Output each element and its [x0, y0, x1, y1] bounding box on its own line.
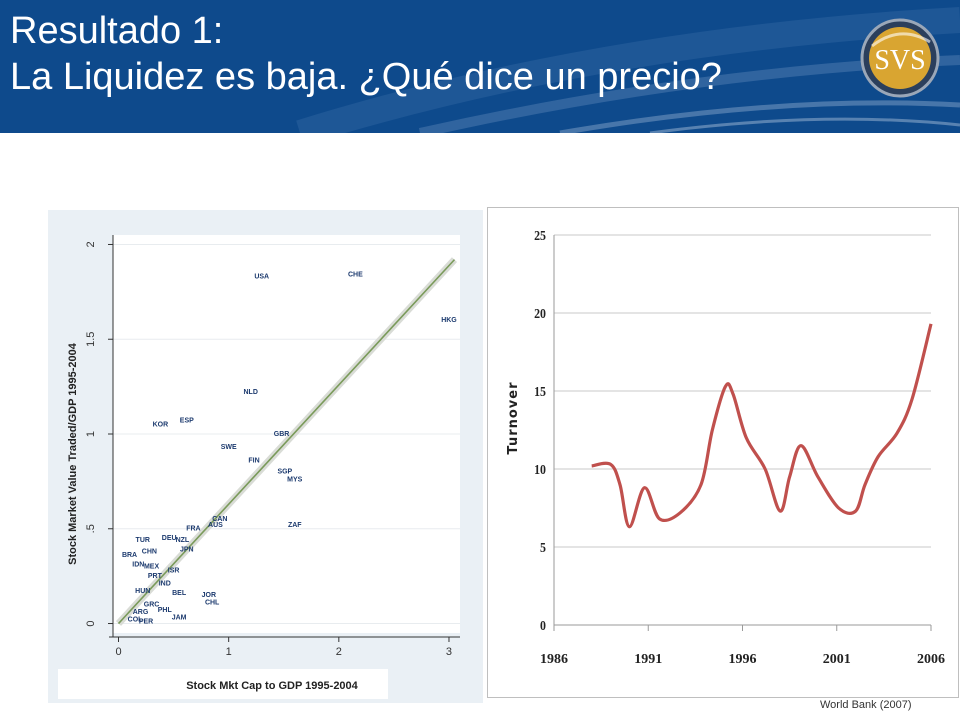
scatter-point-che: CHE [348, 272, 363, 279]
source-note: World Bank (2007) [820, 699, 912, 711]
scatter-point-idn: IDN [132, 562, 144, 569]
scatter-point-jpn: JPN [180, 546, 194, 553]
turnover-y-tick-label: 5 [540, 539, 546, 555]
scatter-y-axis-label: Stock Market Value Traded/GDP 1995-2004 [67, 342, 79, 565]
turnover-series-line [591, 323, 933, 529]
scatter-point-deu: DEU [162, 535, 177, 542]
scatter-point-nzl: NZL [176, 537, 190, 544]
turnover-y-tick-label: 0 [540, 617, 546, 633]
svs-logo: SVS [860, 18, 940, 98]
scatter-point-arg: ARG [133, 609, 149, 616]
scatter-point-fra: FRA [186, 526, 200, 533]
scatter-point-usa: USA [254, 274, 269, 281]
scatter-point-nld: NLD [244, 389, 258, 396]
turnover-y-tick-label: 20 [534, 305, 546, 321]
scatter-point-col: COL [128, 617, 143, 624]
turnover-y-tick-label: 25 [534, 227, 546, 243]
scatter-point-hun: HUN [135, 588, 150, 595]
scatter-x-tick-label: 1 [226, 646, 232, 658]
turnover-x-tick-label: 1996 [729, 652, 757, 667]
scatter-y-tick-label: 2 [85, 241, 97, 247]
scatter-point-prt: PRT [148, 573, 163, 580]
turnover-x-tick-label: 1991 [634, 652, 662, 667]
scatter-point-fin: FIN [248, 457, 259, 464]
scatter-chart: 0 .5 1 1.5 2 0 1 2 3 USA CHE HKG NLD KOR ESP GBR SWE FIN S… [58, 235, 460, 699]
turnover-y-tick-label: 15 [534, 383, 546, 399]
scatter-y-tick-label: 0 [85, 620, 97, 626]
scatter-point-bel: BEL [172, 590, 187, 597]
svg-text:SVS: SVS [874, 45, 925, 76]
scatter-point-jor: JOR [202, 592, 216, 599]
scatter-point-kor: KOR [153, 421, 169, 428]
slide-title: Resultado 1: La Liquidez es baja. ¿Qué d… [10, 8, 722, 100]
scatter-x-tick-label: 2 [336, 646, 342, 658]
scatter-x-tick-label: 3 [446, 646, 452, 658]
turnover-chart-panel: 0 5 10 15 20 25 1986 1991 1996 2001 2006 Turnover [487, 207, 959, 698]
scatter-point-ind: IND [159, 581, 171, 588]
turnover-y-axis-label: Turnover [506, 382, 521, 455]
scatter-point-per: PER [139, 618, 153, 625]
scatter-point-can: CAN [212, 516, 227, 523]
scatter-point-mys: MYS [287, 476, 303, 483]
scatter-point-grc: GRC [144, 601, 160, 608]
scatter-point-chn: CHN [142, 548, 157, 555]
scatter-point-chl: CHL [205, 600, 220, 607]
scatter-chart-panel: 0 .5 1 1.5 2 0 1 2 3 USA CHE HKG NLD KOR ESP GBR SWE FIN S… [48, 210, 483, 703]
scatter-point-hkg: HKG [441, 317, 457, 324]
scatter-point-tur: TUR [136, 537, 150, 544]
turnover-line-chart: 0 5 10 15 20 25 1986 1991 1996 2001 2006 Turnover [506, 227, 945, 667]
turnover-x-tick-label: 2006 [917, 652, 945, 667]
scatter-point-sgp: SGP [277, 469, 292, 476]
scatter-point-isr: ISR [168, 567, 180, 574]
scatter-point-gbr: GBR [274, 431, 290, 438]
slide-title-line2: La Liquidez es baja. ¿Qué dice un precio… [10, 56, 722, 98]
scatter-y-tick-label: .5 [85, 524, 97, 533]
turnover-y-tick-label: 10 [534, 461, 546, 477]
slide-header: Resultado 1: La Liquidez es baja. ¿Qué d… [0, 0, 960, 133]
scatter-point-swe: SWE [221, 444, 237, 451]
scatter-y-tick-label: 1 [85, 431, 97, 437]
scatter-point-phl: PHL [158, 607, 173, 614]
scatter-point-zaf: ZAF [288, 522, 302, 529]
scatter-x-tick-label: 0 [115, 646, 121, 658]
scatter-x-label-box [58, 669, 388, 699]
slide-title-line1: Resultado 1: [10, 10, 224, 52]
scatter-y-tick-label: 1.5 [85, 332, 97, 347]
scatter-point-esp: ESP [180, 418, 194, 425]
scatter-point-jam: JAM [172, 615, 187, 622]
turnover-x-tick-label: 2001 [823, 652, 851, 667]
scatter-point-bra: BRA [122, 552, 137, 559]
turnover-x-tick-label: 1986 [540, 652, 568, 667]
scatter-point-aus: AUS [208, 522, 223, 529]
scatter-x-axis-label: Stock Mkt Cap to GDP 1995-2004 [186, 680, 358, 692]
scatter-fit-line [117, 259, 456, 625]
scatter-point-mex: MEX [144, 564, 160, 571]
